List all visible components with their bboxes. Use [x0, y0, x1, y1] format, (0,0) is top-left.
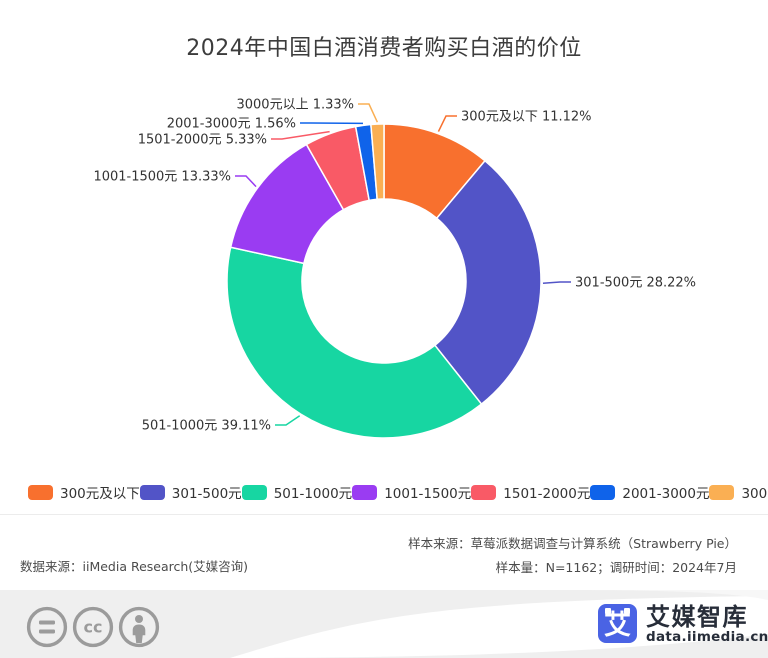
- label-line-1: [542, 281, 571, 285]
- brand-domain: data.iimedia.cn: [646, 629, 768, 645]
- divider-line: [0, 514, 768, 515]
- pie-slice-6[interactable]: [370, 123, 385, 201]
- legend-swatch-3: [352, 484, 378, 500]
- legend-item-1[interactable]: 301-500元: [139, 482, 242, 502]
- legend-item-6[interactable]: 3000元以上: [709, 482, 768, 502]
- slice-label-6: 3000元以上 1.33%: [236, 98, 354, 113]
- label-line-6: [358, 103, 379, 123]
- cc-icon: cc: [71, 605, 115, 649]
- chart-title: 2024年中国白酒消费者购买白酒的价位: [186, 36, 582, 61]
- legend-label-1: 301-500元: [171, 486, 242, 502]
- iimedia-brand: 艾 艾媒智库 data.iimedia.cn: [598, 604, 768, 645]
- legend-label-4: 1501-2000元: [503, 486, 591, 502]
- slice-label-0: 300元及以下 11.12%: [461, 110, 592, 125]
- legend-label-3: 1001-1500元: [384, 486, 472, 502]
- brand-text: 艾媒智库 data.iimedia.cn: [646, 604, 768, 645]
- legend-item-4[interactable]: 1501-2000元: [471, 482, 590, 502]
- data-source-text: 数据来源：iiMedia Research(艾媒咨询): [20, 559, 249, 574]
- legend-item-5[interactable]: 2001-3000元: [590, 482, 709, 502]
- logo-eye-left: [605, 608, 611, 614]
- iimedia-logo-icon: 艾: [598, 604, 637, 643]
- svg-text:cc: cc: [84, 618, 103, 637]
- chart-legend: 300元及以下 301-500元 501-1000元 1001-1500元 1501-2…: [28, 481, 768, 503]
- legend-item-3[interactable]: 1001-1500元: [352, 482, 471, 502]
- slice-label-1: 301-500元 28.22%: [575, 276, 696, 291]
- legend-label-5: 2001-3000元: [622, 486, 710, 502]
- brand-name: 艾媒智库: [646, 603, 748, 631]
- legend-label-2: 501-1000元: [273, 486, 353, 502]
- legend-label-6: 3000元以上: [741, 486, 768, 502]
- legend-label-0: 300元及以下: [60, 486, 140, 502]
- pie-slice-2[interactable]: [226, 246, 483, 439]
- label-line-4: [271, 130, 330, 140]
- legend-item-2[interactable]: 501-1000元: [241, 482, 353, 502]
- logo-glyph: 艾: [604, 609, 631, 641]
- slice-label-2: 501-1000元 39.11%: [142, 419, 271, 434]
- legend-swatch-6: [709, 484, 735, 500]
- license-icons: cc: [25, 605, 161, 649]
- logo-eye-right: [624, 608, 630, 614]
- equals-icon: [25, 605, 69, 649]
- label-line-3: [235, 175, 257, 188]
- person-icon: [117, 605, 161, 649]
- sample-source-text: 样本来源：草莓派数据调查与计算系统（Strawberry Pie）: [408, 536, 737, 551]
- slice-label-5: 2001-3000元 1.56%: [167, 117, 296, 132]
- legend-swatch-1: [139, 484, 165, 500]
- legend-swatch-2: [241, 484, 267, 500]
- legend-item-0[interactable]: 300元及以下: [28, 482, 140, 502]
- sample-info-block: 样本来源：草莓派数据调查与计算系统（Strawberry Pie） 样本量：N=…: [408, 532, 737, 580]
- legend-swatch-4: [471, 484, 497, 500]
- slice-label-3: 1001-1500元 13.33%: [93, 170, 231, 185]
- sample-size-text: 样本量：N=1162；调研时间：2024年7月: [495, 560, 737, 575]
- label-line-2: [275, 415, 301, 426]
- legend-swatch-0: [28, 484, 53, 500]
- slice-label-4: 1501-2000元 5.33%: [138, 133, 267, 148]
- donut-chart: 300元及以下 11.12% 301-500元 28.22% 501-1000元 3…: [93, 98, 696, 439]
- label-line-0: [437, 115, 457, 132]
- pie-slice-1[interactable]: [434, 160, 542, 405]
- legend-swatch-5: [590, 484, 616, 500]
